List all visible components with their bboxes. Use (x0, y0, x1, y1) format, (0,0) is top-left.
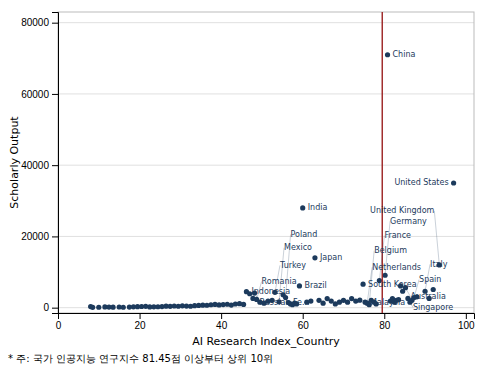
point-label: Belgium (374, 246, 407, 255)
tick-mark (52, 23, 58, 24)
grid-line (58, 165, 474, 166)
plot-frame (58, 12, 474, 313)
point (90, 305, 95, 310)
tick-label: 20000 (21, 231, 49, 242)
tick: 20000 (21, 231, 58, 242)
point-label: Malaysia (370, 298, 405, 307)
point-label: Singapore (413, 303, 453, 312)
tick: 40 (216, 313, 228, 331)
tick-mark (52, 165, 58, 166)
point-label: United States (394, 178, 448, 187)
tick-label: 20 (135, 320, 147, 331)
tick: 100 (458, 313, 475, 331)
tick-mark (221, 313, 222, 319)
tick-label: 100 (458, 320, 475, 331)
grid-line (58, 22, 474, 23)
leader-line (385, 221, 390, 275)
note: * 주: 국가 인공지능 연구지수 81.45점 이상부터 상위 10위 (8, 353, 273, 364)
point-label: Poland (291, 230, 318, 239)
leader-line (425, 264, 430, 291)
tick: 60000 (21, 89, 58, 100)
point-label: United Kingdom (370, 206, 434, 215)
leader-line (257, 281, 262, 299)
tick-mark (303, 313, 304, 319)
tick: 0 (43, 302, 58, 313)
tick: 60 (298, 313, 310, 331)
leader-line (408, 298, 413, 307)
tick-label: 0 (43, 302, 49, 313)
leader-line (279, 248, 284, 302)
leader-line (379, 236, 384, 281)
y-axis-title: Scholarly Output (8, 116, 21, 209)
point-label: Romania (262, 277, 297, 286)
tick-mark (52, 94, 58, 95)
tick: 80 (379, 313, 391, 331)
tick-mark (384, 313, 385, 319)
tick-mark (52, 236, 58, 237)
tick: 40000 (21, 160, 58, 171)
tick-label: 80000 (21, 17, 49, 28)
point (312, 255, 317, 260)
plot-area: 0 20 40 60 80 100 0 20000 40000 60000 80000 Indones… (21, 12, 475, 331)
point-label: Russian Fe... (260, 298, 310, 307)
tick-label: 40000 (21, 160, 49, 171)
tick-mark (140, 313, 141, 319)
point (121, 305, 126, 310)
point (345, 300, 350, 305)
point (357, 298, 362, 303)
tick-label: 40 (216, 320, 228, 331)
point-label: Mexico (284, 243, 312, 252)
grid (58, 23, 474, 308)
point-label: South Korea (368, 280, 417, 289)
tick-mark (466, 313, 467, 319)
tick-label: 60 (298, 320, 310, 331)
leader-line (434, 211, 439, 265)
point-label: China (393, 50, 416, 59)
point-label: Brazil (304, 281, 326, 290)
tick-label: 60000 (21, 89, 49, 100)
axis-line (59, 314, 475, 320)
point-label: Germany (390, 217, 427, 226)
point (96, 305, 101, 310)
x-axis-title: AI Research Index_Country (192, 335, 340, 348)
point (300, 205, 305, 210)
tick: 20 (135, 313, 147, 331)
point-label: Indonesia (251, 287, 290, 296)
leader-lines (255, 211, 440, 307)
tick-label: 0 (56, 320, 62, 331)
tick: 0 (56, 313, 62, 331)
leader-line (405, 288, 410, 297)
axis-line (52, 13, 59, 314)
leader-line (369, 251, 374, 305)
point-label: Spain (419, 275, 441, 284)
point (451, 180, 456, 185)
chart: 0 20 40 60 80 100 0 20000 40000 60000 80000 Indones… (0, 0, 488, 369)
marks (88, 12, 456, 313)
point-label: Netherlands (372, 263, 421, 272)
grid-line (58, 236, 474, 237)
x-axis: 0 20 40 60 80 100 (56, 313, 475, 331)
leader-line (414, 280, 419, 298)
point-label: Japan (319, 253, 342, 262)
point-label: Australia (410, 292, 445, 301)
point-label: India (308, 203, 328, 212)
tick: 80000 (21, 17, 58, 28)
point (241, 302, 246, 307)
point (385, 52, 390, 57)
tick-mark (52, 308, 58, 309)
point-label: Turkey (279, 261, 306, 270)
y-axis: 0 20000 40000 60000 80000 (21, 13, 58, 314)
grid-line (58, 93, 474, 94)
tick-label: 80 (379, 320, 391, 331)
point (320, 301, 325, 306)
leader-line (286, 235, 291, 298)
point-labels: Indonesia Russian Fe... Romania Turkey Mexic… (251, 50, 453, 312)
point (360, 282, 365, 287)
point (297, 283, 302, 288)
point (110, 305, 115, 310)
leader-line (275, 265, 280, 292)
